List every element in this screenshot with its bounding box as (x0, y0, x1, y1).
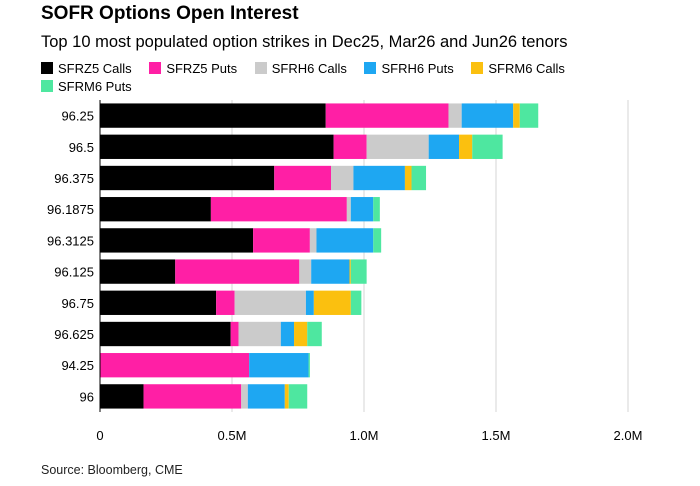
bar-segment (280, 321, 295, 347)
bar-segment (230, 321, 239, 347)
bar-segment (100, 165, 275, 191)
bar-segment (373, 197, 380, 222)
bar-segment (316, 228, 374, 253)
bar-segment (100, 103, 326, 128)
x-tick-label: 1.0M (350, 428, 379, 443)
bar-segment (350, 259, 367, 284)
source-note: Source: Bloomberg, CME (41, 463, 183, 477)
y-tick-label: 96.3125 (47, 233, 94, 248)
bar-segment (519, 103, 539, 128)
legend-item-sfrh6-puts: SFRH6 Puts (364, 60, 454, 78)
bar-segment (216, 290, 235, 315)
legend-swatch (364, 62, 377, 74)
bar-segment (308, 353, 310, 378)
bar-segment (234, 290, 306, 315)
legend-item-sfrh6-calls: SFRH6 Calls (254, 60, 347, 78)
bar-segment (307, 321, 322, 347)
bar-segment (100, 228, 254, 253)
legend-label: SFRH6 Calls (271, 61, 347, 76)
bar-segment (305, 290, 314, 315)
y-tick-label: 96.375 (54, 171, 94, 186)
y-tick-label: 96.625 (54, 327, 94, 342)
y-tick-label: 96.5 (69, 140, 94, 155)
y-tick-label: 94.25 (61, 358, 94, 373)
y-tick-label: 96.75 (61, 296, 94, 311)
bar-segment (247, 384, 285, 409)
bar-segment (459, 134, 473, 159)
x-tick-label: 0.5M (218, 428, 247, 443)
bar-segment (349, 259, 351, 284)
legend-item-sfrz5-puts: SFRZ5 Puts (149, 60, 237, 78)
legend-swatch (41, 62, 53, 74)
bar-segment (100, 259, 176, 284)
legend-label: SFRH6 Puts (381, 61, 454, 76)
bar-segment (241, 384, 248, 409)
legend-swatch (41, 80, 53, 92)
bar-segment (366, 134, 429, 159)
legend-label: SFRM6 Puts (58, 79, 132, 94)
bar-segment (325, 103, 449, 128)
bar-segment (331, 165, 354, 191)
y-tick-label: 96.25 (61, 109, 94, 124)
bar-segment (100, 384, 144, 409)
legend-item-sfrz5-calls: SFRZ5 Calls (41, 60, 132, 78)
bar-segment (100, 321, 231, 347)
x-tick-label: 2.0M (614, 428, 643, 443)
bar-segment (373, 228, 382, 253)
bar-segment (346, 197, 351, 222)
bar-segment (404, 165, 412, 191)
bar-segment (472, 134, 503, 159)
bar-segment (274, 165, 331, 191)
bar-segment (350, 290, 362, 315)
bar-segment (411, 165, 427, 191)
bar-segment (210, 197, 347, 222)
legend-label: SFRZ5 Puts (166, 61, 238, 76)
bar-segment (143, 384, 242, 409)
y-tick-label: 96.1875 (47, 202, 94, 217)
bar-segment (350, 197, 374, 222)
bar-segment (353, 165, 405, 191)
legend-swatch (254, 62, 267, 74)
bar-segment (100, 290, 217, 315)
bar-segment (448, 103, 462, 128)
bar-segment (284, 384, 289, 409)
bar-segment (461, 103, 514, 128)
chart-subtitle: Top 10 most populated option strikes in … (41, 33, 568, 51)
legend-label: SFRM6 Calls (488, 61, 565, 76)
bar-segment (100, 134, 334, 159)
bar-segment (100, 197, 211, 222)
bar-segment (238, 321, 281, 347)
bar-segment (513, 103, 520, 128)
y-tick-label: 96 (80, 389, 94, 404)
legend-swatch (471, 62, 484, 74)
bar-segment (333, 134, 367, 159)
bar-segment (253, 228, 310, 253)
bar-segment (299, 259, 312, 284)
x-tick-label: 1.5M (482, 428, 511, 443)
legend-item-sfrm6-calls: SFRM6 Calls (471, 60, 565, 78)
bar-segment (100, 353, 250, 378)
bar-segment (175, 259, 300, 284)
bar-segment (428, 134, 460, 159)
legend-swatch (149, 62, 162, 74)
legend-item-sfrm6-puts: SFRM6 Puts (41, 78, 132, 96)
bar-segment (309, 228, 317, 253)
x-tick-label: 0 (96, 428, 103, 443)
bar-segment (313, 290, 351, 315)
legend-label: SFRZ5 Calls (58, 61, 132, 76)
bar-segment (249, 353, 309, 378)
bar-segment (288, 384, 308, 409)
y-tick-label: 96.125 (54, 265, 94, 280)
chart-title: SOFR Options Open Interest (41, 3, 299, 24)
legend: SFRZ5 Calls SFRZ5 Puts SFRH6 Calls SFRH6… (41, 60, 601, 96)
bar-segment (311, 259, 350, 284)
bar-segment (294, 321, 308, 347)
